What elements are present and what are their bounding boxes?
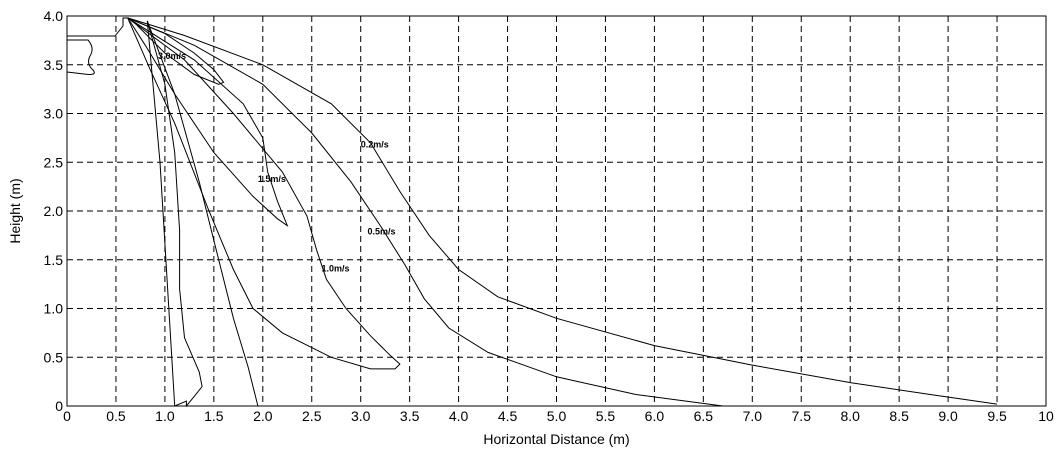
y-tick-label: 1.5 — [44, 252, 64, 268]
contour-label: 1.0m/s — [322, 263, 350, 273]
inlet-outline — [67, 17, 128, 37]
x-tick-label: 5.0 — [547, 408, 567, 424]
x-tick-label: 6.5 — [694, 408, 714, 424]
x-tick-label: 1.0 — [155, 408, 175, 424]
contour-label: 1.5m/s — [258, 174, 286, 184]
x-tick-label: 7.0 — [743, 408, 763, 424]
y-tick-label: 1.0 — [44, 301, 64, 317]
x-axis-label: Horizontal Distance (m) — [483, 431, 629, 447]
contour-line-3-0m-s — [127, 17, 225, 85]
x-tick-label: 10 — [1038, 408, 1054, 424]
tick-labels: 0 0.5 1.0 1.5 2.0 2.5 3.0 3.5 4.0 4.5 5.0 5.5 6.0 6.5… — [44, 8, 1054, 424]
contour-labels: 0.2m/s 0.5m/s 1.0m/s 1.5m/s 3.0m/s — [158, 51, 396, 274]
x-tick-label: 7.5 — [792, 408, 812, 424]
grid-lines — [67, 16, 1046, 406]
contour-line-1-5m-s — [127, 17, 289, 227]
contour-line-0-5m-s — [127, 17, 723, 407]
y-tick-label: 3.5 — [44, 57, 64, 73]
contour-line — [146, 20, 203, 408]
y-tick-label: 0 — [55, 398, 63, 414]
y-axis-label: Height (m) — [7, 178, 23, 243]
contour-line-0-2m-s — [127, 17, 998, 405]
contour-label: 3.0m/s — [158, 51, 186, 61]
y-tick-label: 0.5 — [44, 349, 64, 365]
x-tick-label: 2.5 — [302, 408, 322, 424]
x-tick-label: 5.5 — [596, 408, 616, 424]
x-tick-label: 8.5 — [889, 408, 909, 424]
x-tick-label: 0 — [63, 408, 71, 424]
y-tick-label: 3.0 — [44, 106, 64, 122]
inlet-shape — [66, 17, 128, 75]
x-tick-label: 3.5 — [400, 408, 420, 424]
y-tick-label: 4.0 — [44, 8, 64, 24]
x-tick-label: 9.5 — [987, 408, 1007, 424]
x-tick-label: 2.0 — [253, 408, 273, 424]
inlet-recirculation — [66, 39, 95, 75]
x-tick-label: 8.0 — [840, 408, 860, 424]
x-tick-label: 0.5 — [106, 408, 126, 424]
contour-label: 0.5m/s — [368, 226, 396, 236]
contour-label: 0.2m/s — [361, 140, 389, 150]
contour-line — [146, 20, 259, 407]
x-tick-label: 4.5 — [498, 408, 518, 424]
plot-frame — [66, 15, 1047, 407]
x-tick-label: 3.0 — [351, 408, 371, 424]
y-tick-label: 2.5 — [44, 154, 64, 170]
y-tick-label: 2.0 — [44, 203, 64, 219]
contour-line-1-0m-s — [127, 17, 401, 370]
x-tick-label: 6.0 — [645, 408, 665, 424]
contour-lines — [127, 17, 998, 408]
x-tick-label: 1.5 — [204, 408, 224, 424]
x-tick-label: 4.0 — [449, 408, 469, 424]
x-tick-label: 9.0 — [938, 408, 958, 424]
